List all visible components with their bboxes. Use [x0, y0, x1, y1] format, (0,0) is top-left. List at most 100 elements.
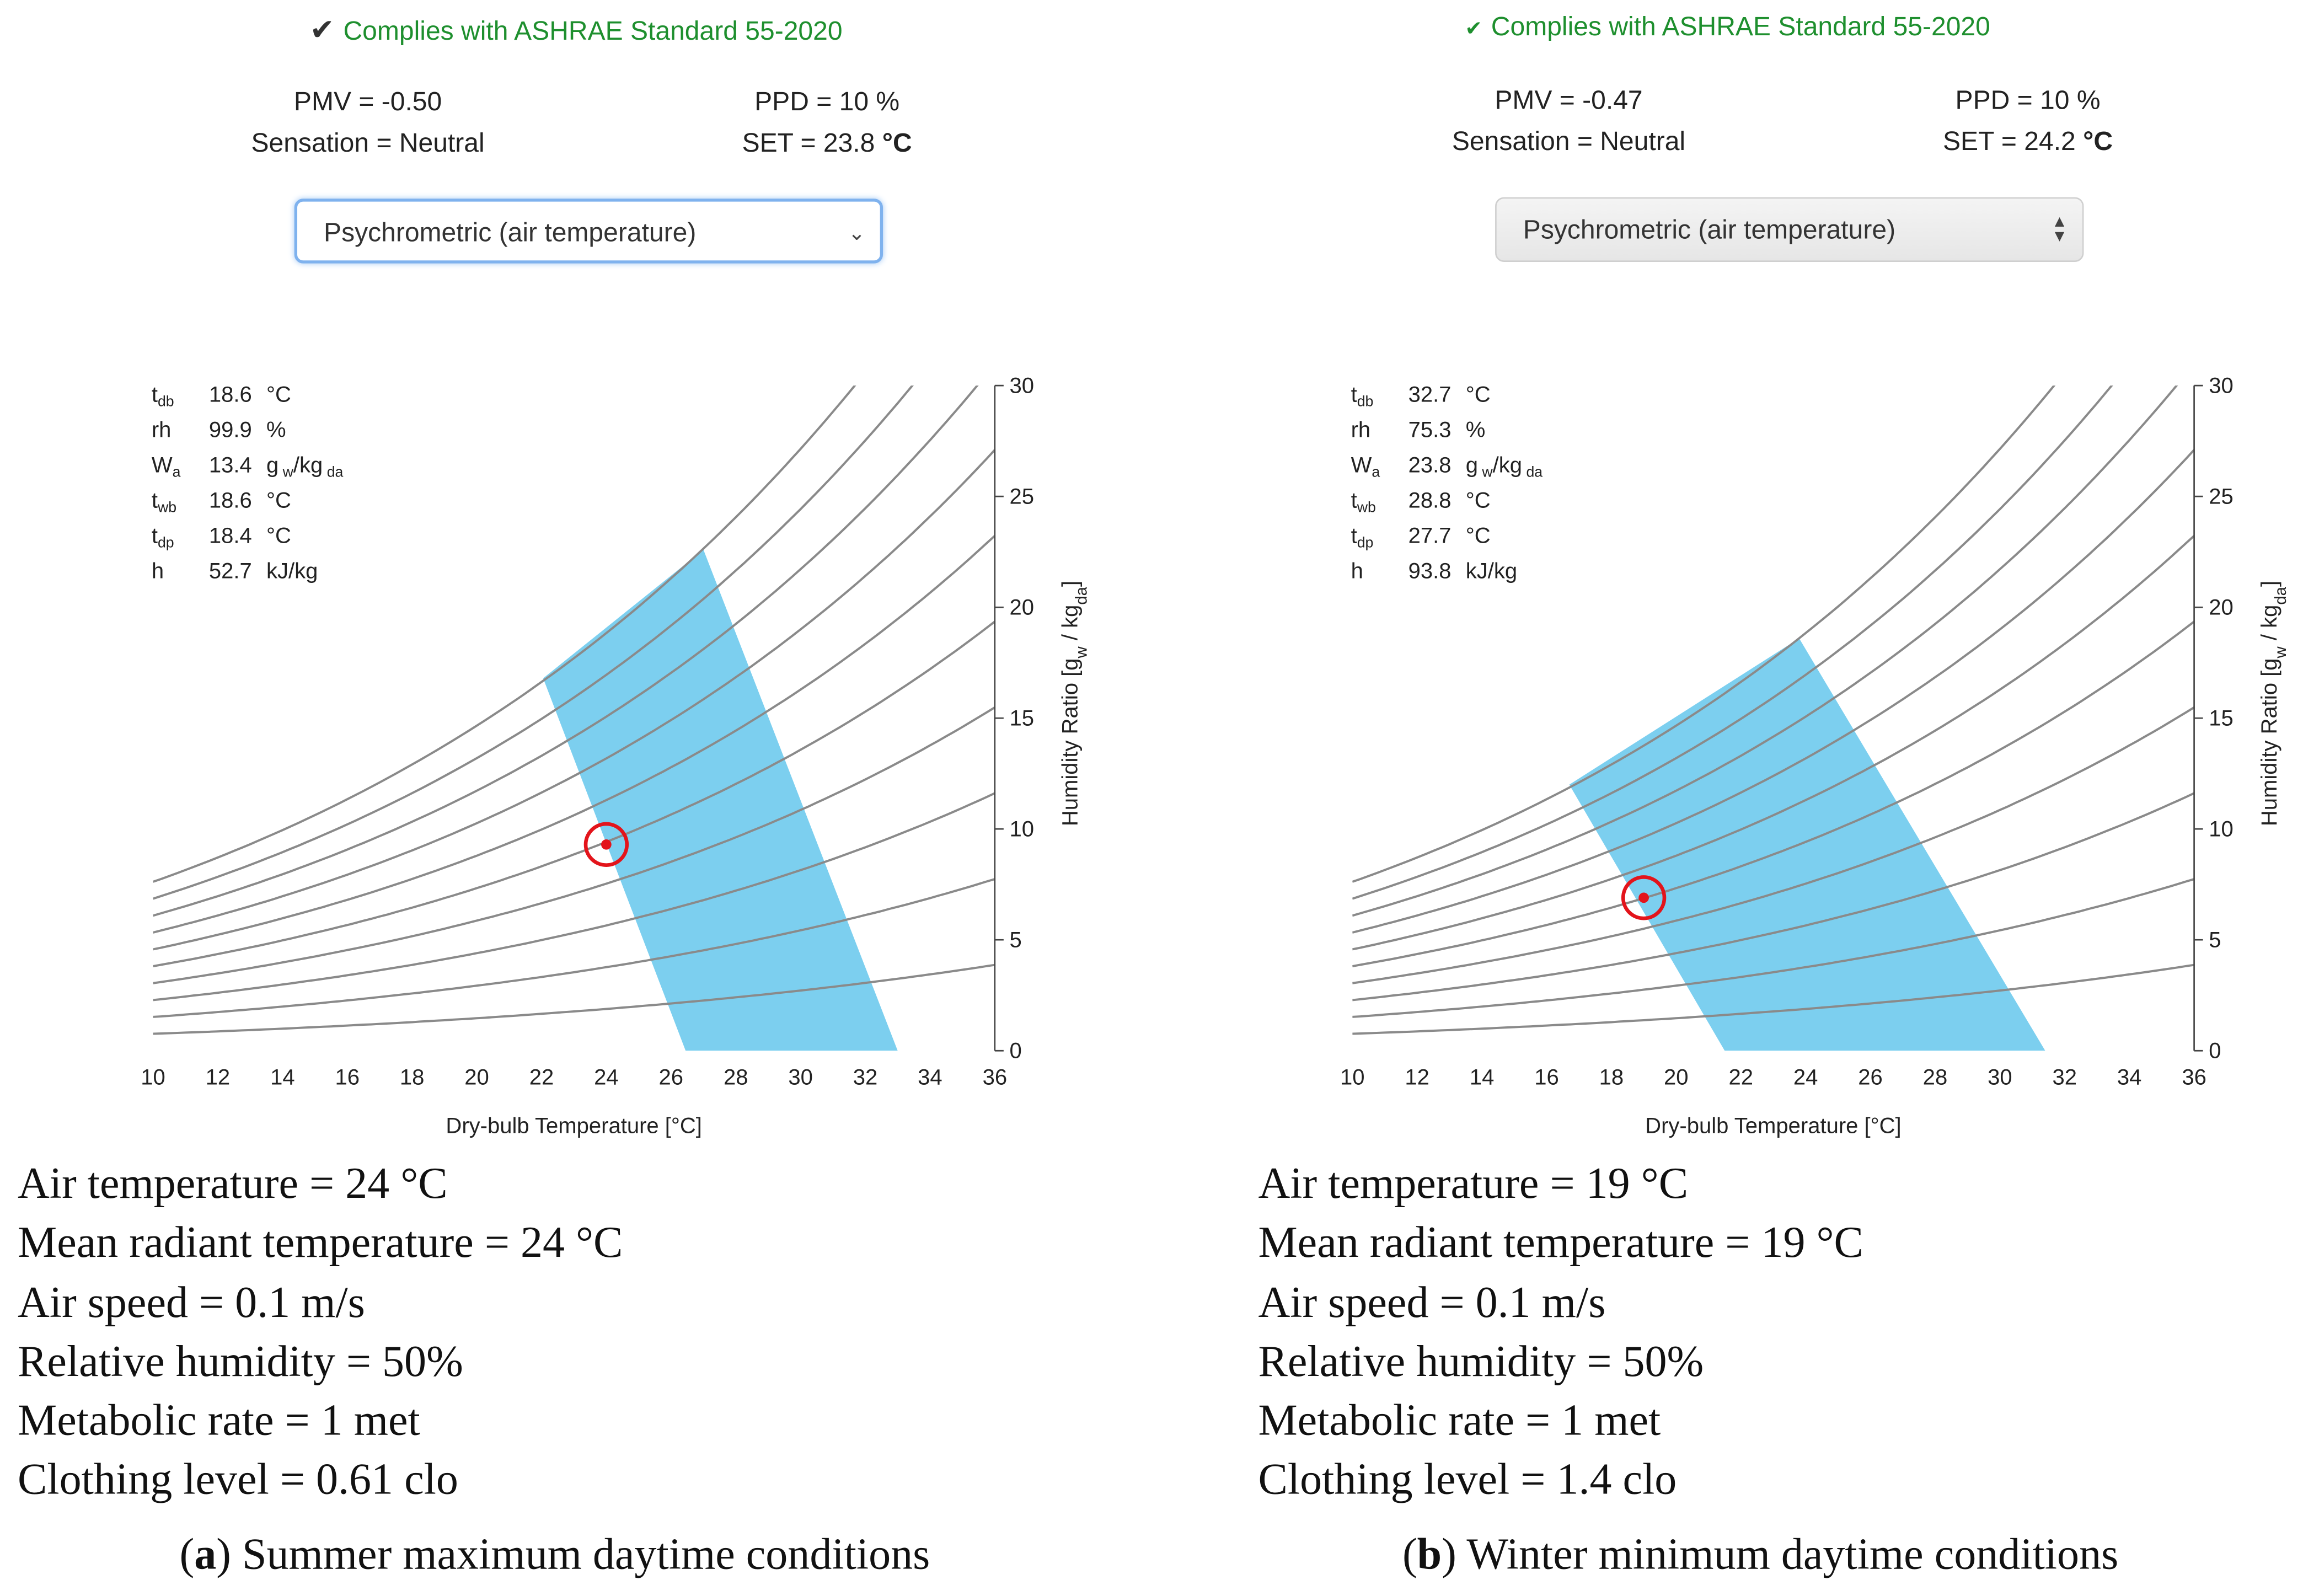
x-tick-label: 10	[1340, 1065, 1365, 1090]
panel-caption: (b) Winter minimum daytime conditions	[1402, 1530, 2119, 1579]
panel-label: a	[194, 1530, 217, 1579]
x-tick-label: 30	[1988, 1065, 2012, 1090]
info-unit-twb: °C	[1466, 489, 1491, 513]
x-tick-label: 22	[1728, 1065, 1753, 1090]
y-tick-label: 20	[1010, 596, 1035, 620]
x-tick-label: 16	[335, 1065, 360, 1090]
info-label-main: W	[1351, 453, 1372, 478]
x-tick-label: 28	[724, 1065, 748, 1090]
x-tick-label: 20	[464, 1065, 489, 1090]
info-label-main: rh	[1351, 418, 1371, 442]
param-mean-radiant-temperature: Mean radiant temperature = 19 °C	[1258, 1219, 1863, 1268]
x-tick-label: 16	[1534, 1065, 1559, 1090]
info-label-sub: db	[1357, 393, 1374, 409]
rh-curve-10	[1352, 963, 2194, 1035]
y-axis-label-sub: w	[1072, 646, 1090, 658]
info-unit-main: °C	[1466, 524, 1491, 548]
param-relative-humidity: Relative humidity = 50%	[18, 1337, 463, 1386]
x-tick-label: 26	[1858, 1065, 1883, 1090]
info-unit-main: kJ/kg	[266, 559, 318, 583]
info-label-main: t	[1351, 489, 1357, 513]
info-label-sub: a	[173, 464, 181, 480]
info-label-sub: a	[1372, 464, 1380, 480]
info-unit-main: %	[1466, 418, 1486, 442]
info-label-main: h	[152, 559, 164, 583]
ppd-value: PPD = 10 %	[1955, 85, 2101, 115]
info-value-rh: 75.3	[1408, 418, 1452, 442]
psychrometric-chart: 0 5 10 15 20 25 30 10 12 14 16 18 20 22 24 26 28 30 32 34 36…	[1340, 373, 2290, 1138]
x-tick-label: 30	[788, 1065, 813, 1090]
set-value: SET = 23.8 °C	[650, 122, 1003, 163]
rh-curve-60	[1352, 535, 2194, 951]
info-unit-main: %	[266, 418, 286, 442]
chart-type-select[interactable]: Psychrometric (air temperature) ⌄	[294, 199, 883, 264]
info-label-main: rh	[152, 418, 172, 442]
caption-text: Summer maximum daytime conditions	[242, 1530, 930, 1579]
y-tick-label: 25	[2209, 484, 2234, 508]
rh-curve-40	[1352, 706, 2194, 984]
info-label-h: h	[1351, 559, 1363, 583]
y-tick-label: 10	[1010, 817, 1035, 842]
info-label-wa: Wa	[1351, 453, 1380, 480]
chevron-down-icon: ⌄	[848, 221, 866, 244]
info-value-tdp: 18.4	[209, 524, 252, 548]
current-condition-ring	[583, 822, 629, 867]
rh-curve-30	[153, 792, 995, 1001]
info-label-main: h	[1351, 559, 1363, 583]
x-tick-label: 18	[1599, 1065, 1624, 1090]
info-value-rh: 99.9	[209, 418, 252, 442]
x-tick-label: 26	[659, 1065, 684, 1090]
info-label-main: W	[152, 453, 173, 478]
rh-curve-90	[153, 385, 914, 900]
current-condition-point	[601, 839, 612, 850]
rh-curve-60	[153, 535, 995, 951]
info-unit-sub: w	[278, 464, 293, 480]
x-axis-label: Dry-bulb Temperature [°C]	[1645, 1114, 1901, 1138]
chart-type-select[interactable]: Psychrometric (air temperature) ▲ ▼	[1495, 197, 2084, 262]
info-unit-sub: da	[323, 464, 343, 480]
info-unit-twb: °C	[266, 489, 291, 513]
info-label-twb: twb	[1351, 489, 1376, 516]
x-tick-label: 32	[2053, 1065, 2077, 1090]
set-unit: °C	[2083, 126, 2113, 156]
rh-curve-80	[1352, 385, 2178, 917]
y-axis-label: Humidity Ratio [gw / kgda]	[2257, 581, 2289, 826]
info-unit-h: kJ/kg	[1466, 559, 1517, 583]
rh-curve-100	[1352, 385, 2056, 883]
info-value-tdb: 32.7	[1408, 382, 1452, 406]
info-unit-sub: da	[1522, 464, 1543, 480]
updown-arrows-icon: ▲ ▼	[2052, 213, 2068, 246]
panel-label: b	[1417, 1530, 1442, 1579]
info-label-main: t	[1351, 524, 1357, 548]
info-label-wa: Wa	[152, 453, 181, 480]
info-unit-tdp: °C	[1466, 524, 1491, 548]
rh-curve-20	[1352, 878, 2194, 1018]
info-label-tdb: tdb	[152, 382, 174, 409]
set-label: SET = 23.8	[742, 128, 875, 158]
y-tick-label: 30	[2209, 373, 2234, 398]
y-tick-label: 5	[1010, 928, 1022, 952]
sensation-value: Sensation = Neutral	[1452, 126, 1686, 156]
info-unit-main: g	[1466, 453, 1478, 478]
info-unit-rh: %	[1466, 418, 1486, 442]
info-label-main: t	[152, 489, 158, 513]
y-axis-label-sub: da	[1072, 586, 1090, 604]
info-label-sub: dp	[1357, 534, 1374, 551]
check-icon: ✔	[309, 14, 335, 47]
info-unit-main: °C	[1466, 489, 1491, 513]
rh-curve-20	[153, 878, 995, 1018]
info-label-sub: dp	[158, 534, 174, 551]
info-unit-main: °C	[266, 489, 291, 513]
info-label-main: t	[152, 524, 158, 548]
compliance-text: Complies with ASHRAE Standard 55-2020	[343, 16, 843, 46]
info-unit-main: °C	[266, 382, 291, 406]
param-mean-radiant-temperature: Mean radiant temperature = 24 °C	[18, 1219, 623, 1268]
x-tick-label: 22	[529, 1065, 554, 1090]
info-label-rh: rh	[1351, 418, 1371, 442]
info-label-tdb: tdb	[1351, 382, 1374, 409]
info-label-main: t	[1351, 382, 1357, 406]
sensation-value: Sensation = Neutral	[251, 128, 485, 158]
panel-b: ✔ Complies with ASHRAE Standard 55-2020 P…	[1152, 0, 2303, 1595]
y-axis-label-sub: da	[2272, 586, 2290, 604]
set-label: SET = 24.2	[1942, 126, 2076, 156]
